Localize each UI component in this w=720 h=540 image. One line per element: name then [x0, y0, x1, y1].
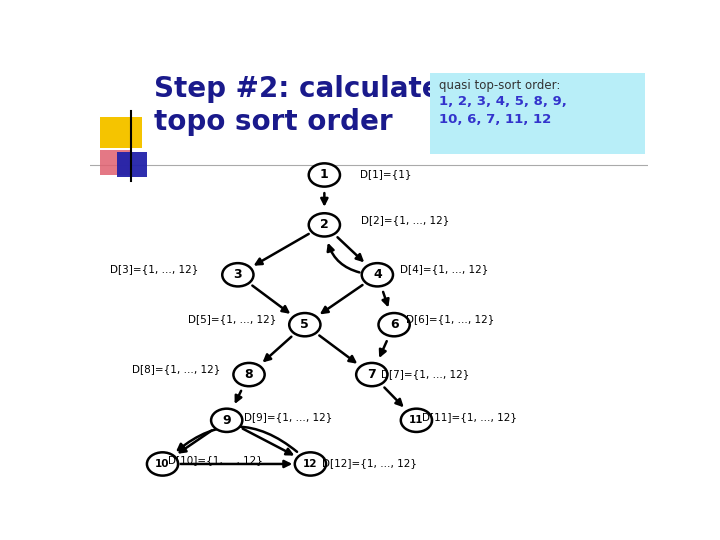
FancyArrowPatch shape: [256, 234, 309, 265]
Text: quasi top-sort order:: quasi top-sort order:: [438, 79, 560, 92]
Text: 8: 8: [245, 368, 253, 381]
Circle shape: [222, 263, 253, 286]
FancyArrowPatch shape: [181, 461, 289, 467]
Circle shape: [211, 409, 243, 432]
Circle shape: [294, 453, 326, 476]
Text: D[12]={1, …, 12}: D[12]={1, …, 12}: [322, 458, 416, 468]
Text: D[1]={1}: D[1]={1}: [360, 169, 412, 179]
Text: 5: 5: [300, 318, 309, 331]
FancyArrowPatch shape: [319, 335, 355, 362]
Text: 1, 2, 3, 4, 5, 8, 9,
10, 6, 7, 11, 12: 1, 2, 3, 4, 5, 8, 9, 10, 6, 7, 11, 12: [438, 94, 567, 126]
Text: D[2]={1, …, 12}: D[2]={1, …, 12}: [361, 215, 449, 225]
Circle shape: [356, 363, 387, 386]
FancyArrowPatch shape: [180, 430, 212, 452]
FancyArrowPatch shape: [316, 222, 325, 228]
Text: D[4]={1, …, 12}: D[4]={1, …, 12}: [400, 265, 488, 274]
Circle shape: [379, 313, 410, 336]
Text: D[11]={1, …, 12}: D[11]={1, …, 12}: [422, 413, 517, 422]
Text: D[5]={1, …, 12}: D[5]={1, …, 12}: [188, 314, 276, 324]
Text: Step #2: calculate a quasi-: Step #2: calculate a quasi-: [154, 75, 575, 103]
Text: 3: 3: [233, 268, 242, 281]
Text: 2: 2: [320, 218, 329, 231]
FancyArrowPatch shape: [252, 286, 288, 312]
FancyArrowPatch shape: [380, 341, 387, 355]
FancyBboxPatch shape: [100, 150, 131, 175]
Circle shape: [147, 453, 178, 476]
FancyArrowPatch shape: [235, 391, 241, 402]
Circle shape: [233, 363, 265, 386]
Circle shape: [289, 313, 320, 336]
Text: D[10]={1, …, 12}: D[10]={1, …, 12}: [168, 455, 263, 465]
Text: D[9]={1, …, 12}: D[9]={1, …, 12}: [244, 413, 332, 422]
FancyArrowPatch shape: [382, 292, 388, 305]
FancyBboxPatch shape: [100, 117, 142, 148]
FancyArrowPatch shape: [328, 245, 359, 272]
FancyArrowPatch shape: [321, 193, 328, 204]
FancyArrowPatch shape: [243, 429, 292, 454]
Text: topo sort order: topo sort order: [154, 109, 393, 137]
Text: 12: 12: [303, 459, 318, 469]
Text: 9: 9: [222, 414, 231, 427]
Text: D[8]={1, …, 12}: D[8]={1, …, 12}: [132, 364, 220, 374]
Circle shape: [401, 409, 432, 432]
FancyArrowPatch shape: [338, 237, 362, 260]
Text: 10: 10: [156, 459, 170, 469]
Text: D[7]={1, …, 12}: D[7]={1, …, 12}: [381, 369, 469, 380]
FancyBboxPatch shape: [431, 73, 645, 154]
Text: 1: 1: [320, 168, 329, 181]
Text: 6: 6: [390, 318, 398, 331]
Circle shape: [361, 263, 393, 286]
Circle shape: [309, 213, 340, 237]
Text: 7: 7: [367, 368, 376, 381]
FancyBboxPatch shape: [117, 152, 148, 177]
Circle shape: [309, 163, 340, 187]
FancyArrowPatch shape: [384, 388, 402, 406]
Text: D[6]={1, …, 12}: D[6]={1, …, 12}: [406, 314, 494, 324]
FancyArrowPatch shape: [178, 427, 297, 452]
FancyArrowPatch shape: [322, 285, 362, 313]
Text: 4: 4: [373, 268, 382, 281]
Text: D[3]={1, …, 12}: D[3]={1, …, 12}: [110, 265, 198, 274]
FancyArrowPatch shape: [264, 337, 292, 361]
Text: 11: 11: [409, 415, 423, 426]
